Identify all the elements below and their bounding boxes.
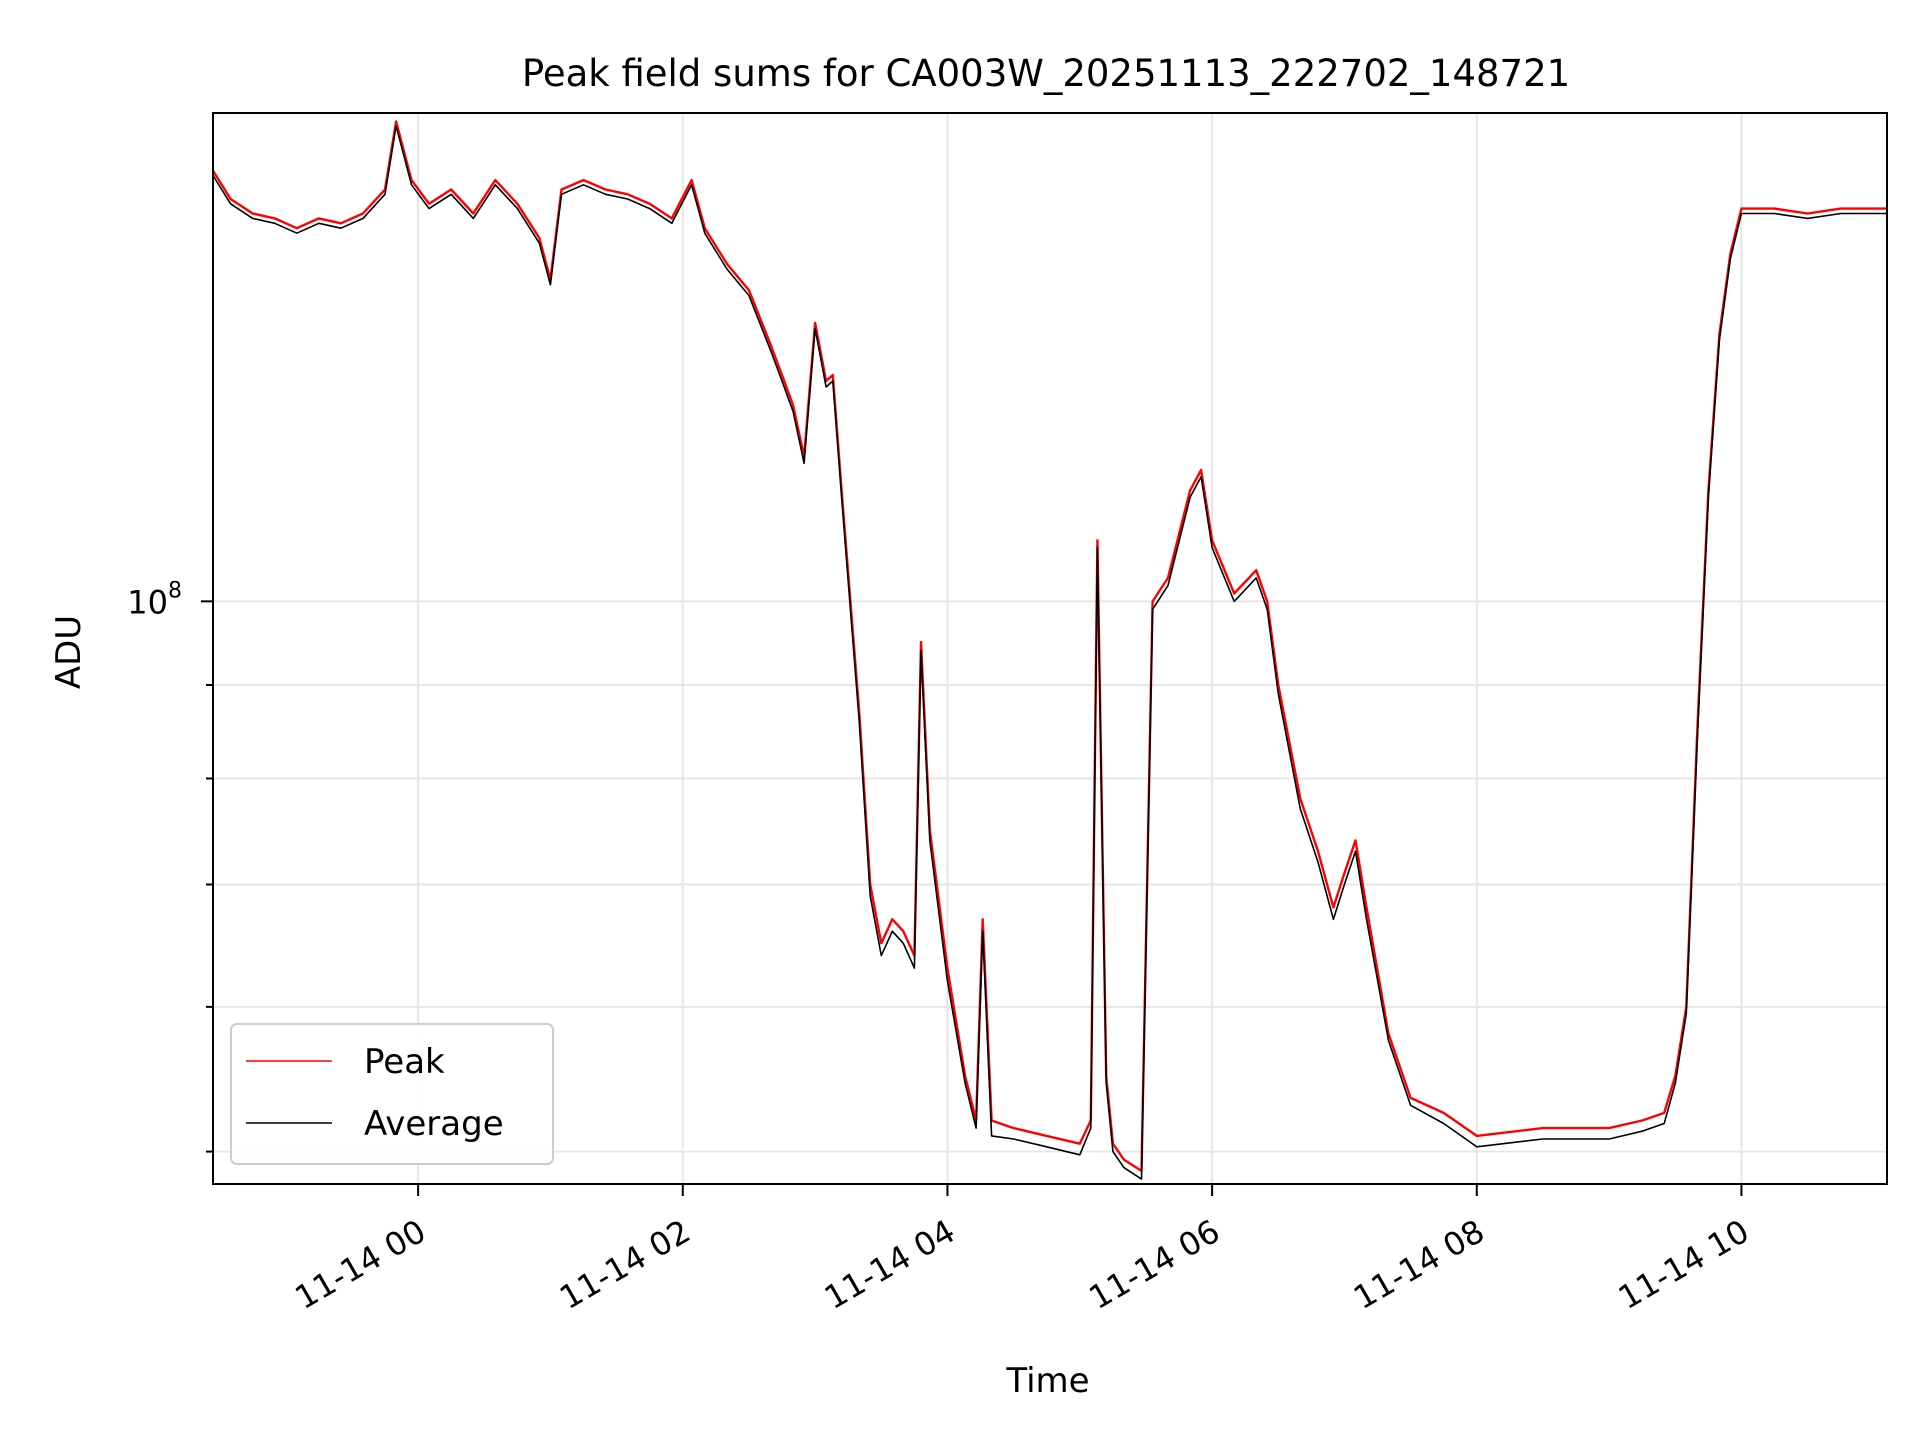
plot-frame xyxy=(212,112,1888,1185)
y-tick-label: 108 xyxy=(127,578,182,621)
legend-label-peak: Peak xyxy=(364,1042,445,1082)
series-line-peak xyxy=(211,120,1887,1173)
chart-title: Peak field sums for CA003W_20251113_2227… xyxy=(522,52,1570,95)
legend-label-average: Average xyxy=(364,1104,504,1144)
series-line-average xyxy=(212,125,1887,1180)
legend: Peak Average xyxy=(230,1023,554,1165)
y-axis-ticks: 108 xyxy=(127,578,213,1153)
y-axis-label: ADU xyxy=(49,615,89,689)
legend-box xyxy=(230,1023,554,1165)
y-tick-label-base: 10 xyxy=(127,583,168,621)
x-axis-label: Time xyxy=(1005,1361,1089,1401)
y-tick-label-exponent: 8 xyxy=(168,578,182,603)
series-lines xyxy=(211,120,1887,1180)
